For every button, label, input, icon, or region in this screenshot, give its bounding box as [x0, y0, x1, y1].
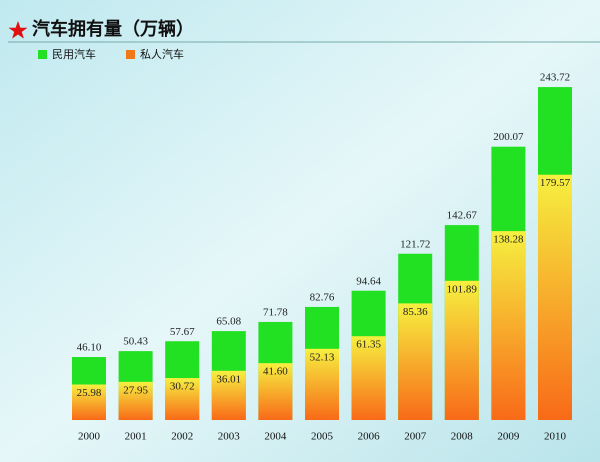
value-label: 57.67	[170, 326, 195, 338]
private-bar	[305, 348, 339, 420]
private-bar	[118, 381, 153, 420]
x-tick-label: 2006	[358, 431, 381, 443]
value-label: 179.57	[540, 177, 571, 189]
private-bar	[444, 280, 479, 420]
value-label: 94.64	[356, 275, 381, 287]
value-label: 142.67	[447, 210, 478, 222]
private-bar	[398, 303, 433, 420]
value-label: 27.95	[123, 384, 148, 396]
value-label: 46.10	[77, 342, 102, 354]
value-label: 200.07	[493, 131, 524, 143]
x-tick-label: 2007	[404, 431, 427, 443]
private-bar	[351, 336, 386, 420]
legend-swatch	[126, 50, 135, 59]
private-bar	[258, 363, 293, 420]
legend-label: 民用汽车	[52, 47, 96, 61]
value-label: 61.35	[356, 339, 381, 351]
value-label: 121.72	[400, 238, 430, 250]
value-label: 85.36	[403, 306, 428, 318]
value-label: 25.98	[77, 387, 102, 399]
x-tick-label: 2000	[78, 431, 101, 443]
value-label: 41.60	[263, 366, 288, 378]
x-tick-label: 2002	[171, 431, 193, 443]
private-bar	[72, 384, 106, 420]
x-tick-label: 2001	[125, 431, 147, 443]
private-bar	[211, 370, 246, 420]
value-label: 65.08	[216, 316, 241, 328]
x-tick-label: 2004	[264, 431, 287, 443]
value-label: 30.72	[170, 381, 195, 393]
private-bar	[491, 231, 526, 420]
x-tick-label: 2003	[218, 431, 241, 443]
value-label: 36.01	[216, 373, 241, 385]
x-tick-label: 2005	[311, 431, 334, 443]
private-bar	[165, 378, 200, 420]
star-icon	[8, 21, 28, 39]
value-label: 52.13	[310, 351, 335, 363]
legend-label: 私人汽车	[140, 47, 184, 61]
value-label: 82.76	[310, 291, 335, 303]
x-tick-label: 2010	[544, 431, 567, 443]
value-label: 50.43	[123, 336, 148, 348]
legend-swatch	[38, 50, 47, 59]
value-label: 243.72	[540, 72, 570, 84]
x-tick-label: 2008	[451, 431, 474, 443]
private-bar	[538, 174, 572, 420]
value-label: 71.78	[263, 306, 288, 318]
value-label: 101.89	[447, 283, 478, 295]
chart-title: 汽车拥有量（万辆）	[32, 18, 194, 40]
x-tick-label: 2009	[497, 431, 520, 443]
value-label: 138.28	[493, 234, 524, 246]
